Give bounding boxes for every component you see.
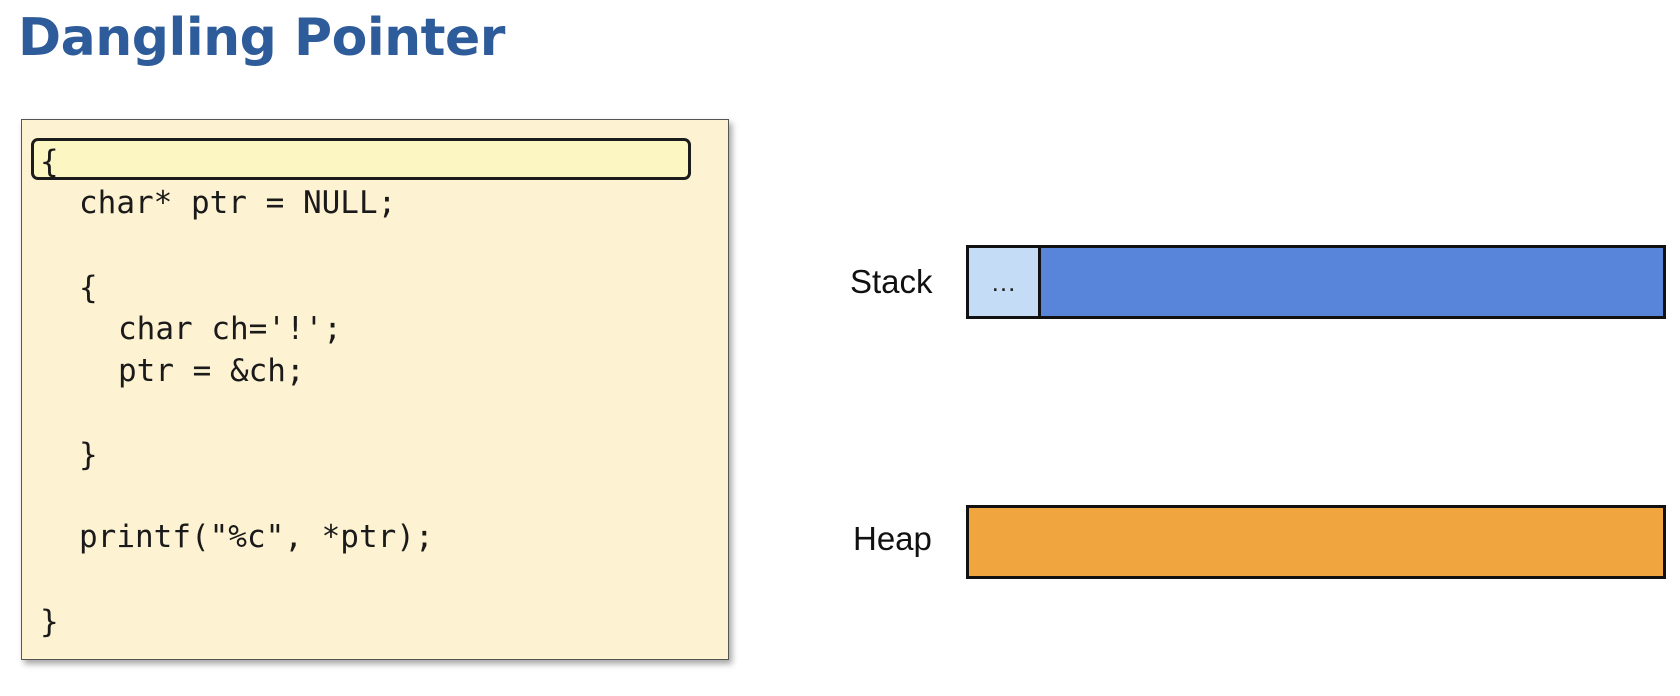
code-line: {	[79, 270, 98, 306]
current-line-highlight	[31, 138, 691, 180]
stack-label: Stack	[850, 263, 933, 300]
code-line: {	[40, 144, 59, 180]
code-line: printf("%c", *ptr);	[79, 519, 434, 555]
heap-bar	[966, 505, 1666, 579]
heap-label: Heap	[853, 520, 932, 557]
code-line: char ch='!';	[118, 311, 342, 347]
code-line: }	[40, 604, 59, 640]
code-line: ptr = &ch;	[118, 353, 305, 389]
stack-frame-cell: …	[966, 245, 1041, 319]
slide-title: Dangling Pointer	[18, 8, 505, 68]
stack-bar	[1038, 245, 1666, 319]
code-panel: { char* ptr = NULL; { char ch='!'; ptr =…	[21, 119, 729, 660]
code-line: char* ptr = NULL;	[79, 185, 397, 221]
stack-frame-ellipsis: …	[990, 266, 1017, 297]
code-line: }	[79, 437, 98, 473]
